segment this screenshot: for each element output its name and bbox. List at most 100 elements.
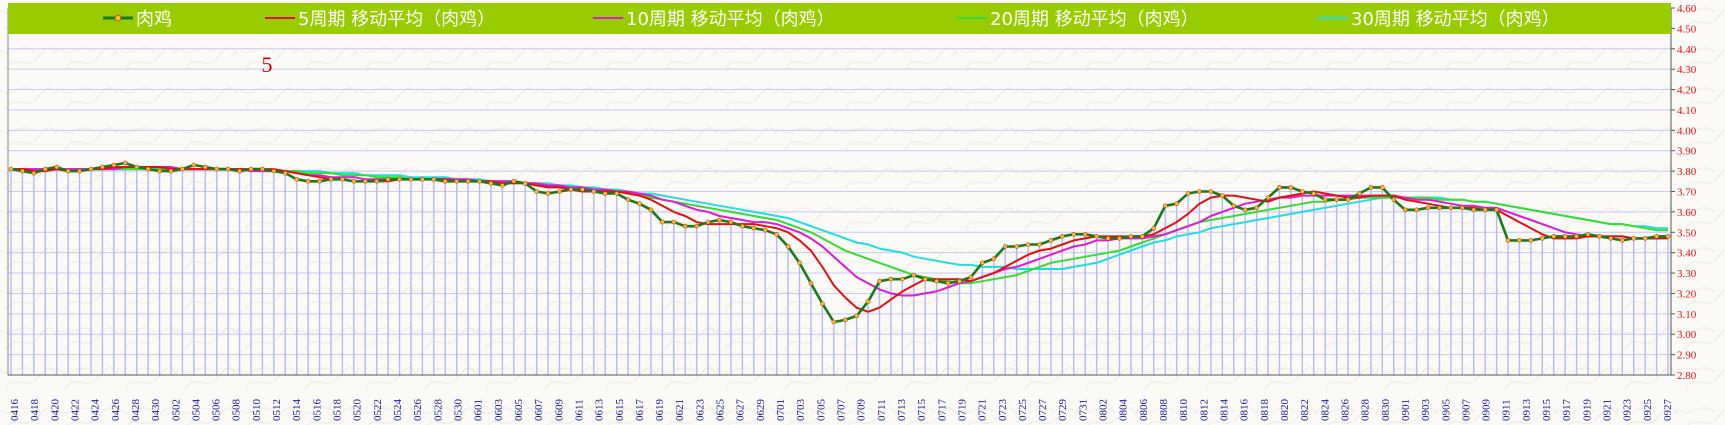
legend: 肉鸡 5周期 移动平均（肉鸡） 10周期 移动平均（肉鸡） 20周期 移动平均（肉鸡）… xyxy=(103,9,1560,30)
legend-label-1: 5周期 移动平均（肉鸡） xyxy=(298,9,495,30)
data-point xyxy=(705,219,711,225)
x-tick-label: 0824 xyxy=(1319,399,1331,422)
x-tick-label: 0820 xyxy=(1279,399,1291,422)
data-point xyxy=(397,176,402,182)
x-tick-label: 0818 xyxy=(1259,399,1271,422)
data-point xyxy=(1539,236,1545,241)
data-point xyxy=(991,256,997,262)
data-point xyxy=(877,278,882,284)
data-point xyxy=(65,168,71,174)
data-point xyxy=(54,164,60,170)
data-point xyxy=(1368,185,1374,190)
y-tick-label: 3.20 xyxy=(1677,288,1697,300)
data-point xyxy=(237,168,242,174)
x-tick-label: 0713 xyxy=(896,399,908,422)
x-tick-label: 0826 xyxy=(1340,399,1352,422)
x-tick-label: 0719 xyxy=(957,399,969,422)
data-point xyxy=(1060,234,1065,239)
data-point xyxy=(1151,225,1157,231)
data-point xyxy=(214,166,219,172)
x-tick-label: 0701 xyxy=(775,399,787,421)
data-point xyxy=(1482,207,1488,213)
x-tick-label: 0520 xyxy=(352,399,364,422)
data-point xyxy=(282,170,288,176)
data-point xyxy=(1037,242,1042,247)
data-point xyxy=(1505,238,1511,243)
data-point xyxy=(340,176,345,182)
data-point xyxy=(808,280,814,286)
data-point xyxy=(260,166,265,172)
x-tick-label: 0903 xyxy=(1420,399,1432,422)
data-point xyxy=(660,219,665,225)
x-tick-label: 0913 xyxy=(1521,399,1533,422)
x-tick-label: 0420 xyxy=(49,399,61,422)
data-point xyxy=(980,260,985,266)
data-point xyxy=(168,168,174,174)
data-point xyxy=(831,319,837,325)
y-tick-label: 3.40 xyxy=(1677,248,1697,260)
y-tick-label: 2.90 xyxy=(1677,350,1697,362)
x-tick-label: 0512 xyxy=(271,399,283,421)
x-tick-label: 0416 xyxy=(9,399,21,422)
data-point xyxy=(1277,185,1282,190)
data-point xyxy=(625,197,631,202)
data-point xyxy=(1357,191,1362,196)
x-tick-label: 0808 xyxy=(1158,399,1170,422)
x-tick-label: 0617 xyxy=(634,399,646,422)
x-tick-label: 0921 xyxy=(1602,399,1614,421)
data-point xyxy=(20,168,25,174)
y-tick-label: 4.60 xyxy=(1677,3,1697,15)
data-point xyxy=(180,166,185,172)
data-point xyxy=(477,179,482,184)
x-tick-label: 0804 xyxy=(1118,399,1130,422)
x-tick-label: 0629 xyxy=(755,399,767,422)
data-point xyxy=(957,278,962,284)
data-point xyxy=(591,189,597,194)
data-point xyxy=(648,207,654,213)
x-tick-label: 0723 xyxy=(997,399,1009,422)
x-tick-label: 0806 xyxy=(1138,399,1150,422)
data-point xyxy=(1654,234,1659,239)
data-point xyxy=(1231,203,1237,209)
x-tick-label: 0603 xyxy=(493,399,505,422)
x-tick-label: 0422 xyxy=(70,399,82,421)
x-tick-label: 0418 xyxy=(29,399,41,422)
legend-label-0: 肉鸡 xyxy=(136,9,172,30)
data-point xyxy=(1391,197,1397,202)
x-tick-label: 0703 xyxy=(795,399,807,422)
data-point xyxy=(911,272,917,278)
x-tick-label: 0619 xyxy=(654,399,666,422)
x-tick-label: 0609 xyxy=(553,399,565,422)
x-tick-label: 0611 xyxy=(573,399,585,421)
data-point xyxy=(465,179,471,184)
data-point xyxy=(797,260,802,266)
data-point xyxy=(1380,185,1385,190)
data-point xyxy=(968,274,974,280)
x-tick-label: 0907 xyxy=(1460,399,1472,422)
data-point xyxy=(420,176,425,182)
x-tick-label: 0727 xyxy=(1037,399,1049,422)
x-tick-label: 0526 xyxy=(412,399,424,422)
data-point xyxy=(351,179,357,184)
data-point xyxy=(1402,207,1408,213)
data-point xyxy=(305,179,311,184)
data-point xyxy=(637,201,642,207)
x-tick-label: 0925 xyxy=(1642,399,1654,422)
x-tick-label: 0627 xyxy=(735,399,747,422)
data-point xyxy=(1437,205,1442,211)
x-tick-label: 0524 xyxy=(392,399,404,422)
x-tick-label: 0506 xyxy=(211,399,223,422)
x-tick-label: 0508 xyxy=(231,399,243,422)
data-point xyxy=(671,219,677,225)
data-point xyxy=(888,276,894,282)
data-point xyxy=(682,223,688,229)
data-point xyxy=(1460,205,1465,211)
data-point xyxy=(740,223,745,229)
y-tick-label: 3.50 xyxy=(1677,227,1697,239)
data-point xyxy=(271,168,277,174)
data-point xyxy=(111,162,117,168)
x-tick-label: 0802 xyxy=(1098,399,1110,421)
x-tick-label: 0530 xyxy=(453,399,465,422)
